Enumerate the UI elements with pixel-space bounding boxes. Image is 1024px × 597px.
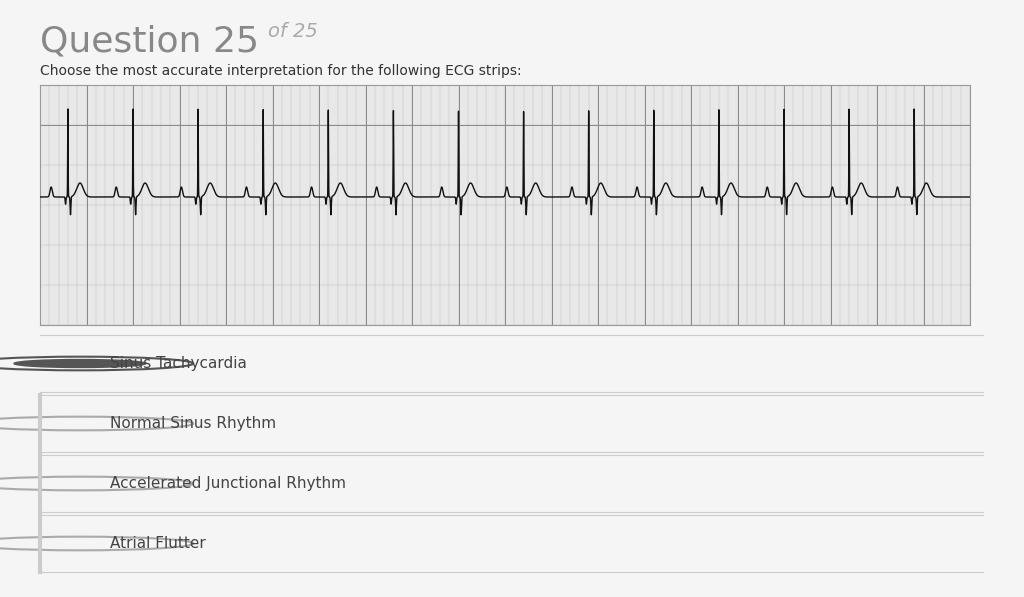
Text: Normal Sinus Rhythm: Normal Sinus Rhythm <box>110 416 276 431</box>
Text: of 25: of 25 <box>268 22 317 41</box>
Circle shape <box>14 359 146 368</box>
Text: Sinus Tachycardia: Sinus Tachycardia <box>110 356 247 371</box>
Text: Atrial Flutter: Atrial Flutter <box>110 536 206 551</box>
Text: Accelerated Junctional Rhythm: Accelerated Junctional Rhythm <box>110 476 346 491</box>
Text: Question 25: Question 25 <box>40 24 259 59</box>
Text: Choose the most accurate interpretation for the following ECG strips:: Choose the most accurate interpretation … <box>40 64 521 78</box>
